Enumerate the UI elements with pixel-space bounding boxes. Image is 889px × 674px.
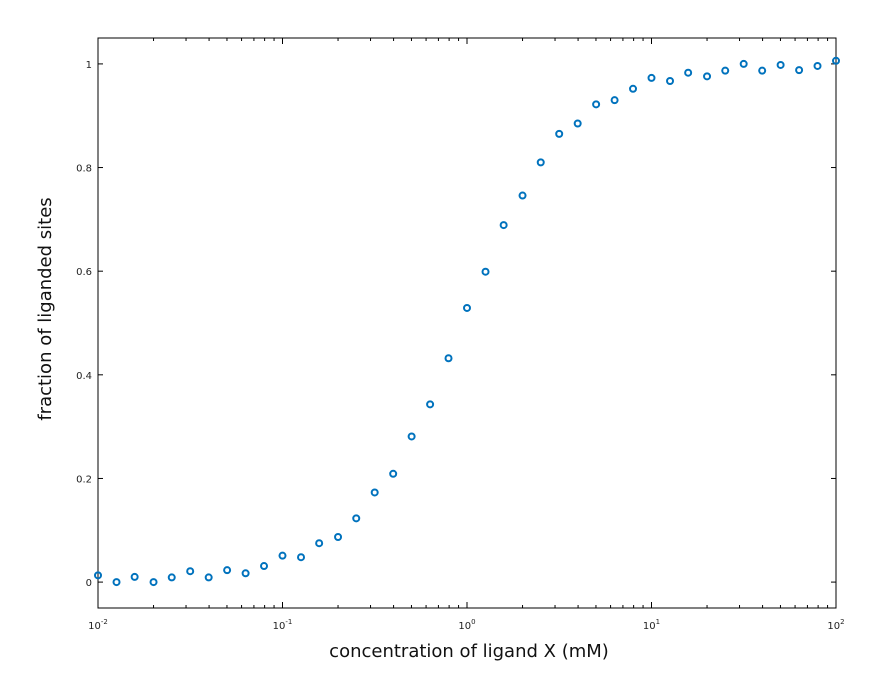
plot-area	[97, 37, 837, 609]
data-point	[555, 129, 564, 138]
data-point	[776, 60, 785, 69]
y-tick-label: 0	[86, 578, 92, 589]
x-tick-label: 10-2	[88, 618, 108, 632]
data-point	[297, 553, 306, 562]
data-point	[832, 56, 840, 65]
x-tick-base: 10	[827, 621, 840, 632]
data-point	[573, 119, 582, 128]
x-tick-label: 102	[827, 618, 844, 632]
data-point	[536, 158, 545, 167]
data-point	[167, 573, 176, 582]
data-point	[463, 303, 471, 312]
data-point	[758, 66, 767, 75]
data-point	[130, 572, 139, 581]
data-point	[278, 551, 287, 560]
x-tick-base: 10	[273, 621, 286, 632]
data-point	[315, 539, 324, 548]
x-axis-title: concentration of ligand X (mM)	[329, 641, 609, 662]
data-point	[444, 354, 453, 363]
x-tick-label: 101	[643, 618, 660, 632]
y-tick-label: 1	[86, 60, 92, 71]
x-tick-exponent: 0	[471, 618, 475, 626]
data-points	[94, 56, 840, 587]
x-tick-exponent: 2	[840, 618, 844, 626]
data-point	[370, 488, 379, 497]
x-tick-exponent: -1	[285, 618, 292, 626]
data-point	[149, 578, 158, 587]
y-tick-label: 0.4	[76, 371, 92, 382]
x-tick-exponent: 1	[656, 618, 660, 626]
y-tick-label: 0.6	[76, 267, 92, 278]
data-point	[112, 578, 121, 587]
x-tick-base: 10	[643, 621, 656, 632]
data-point	[334, 533, 343, 542]
data-point	[260, 562, 269, 571]
data-point	[481, 267, 490, 276]
data-point	[795, 66, 804, 75]
data-point	[426, 400, 435, 409]
data-point	[739, 59, 748, 68]
x-tick-label: 10-1	[273, 618, 293, 632]
y-axis-title: fraction of liganded sites	[35, 197, 56, 420]
x-tick-base: 10	[458, 621, 471, 632]
data-point	[223, 566, 232, 575]
data-point	[186, 567, 195, 576]
data-point	[703, 72, 712, 81]
data-point	[610, 96, 619, 105]
x-tick-base: 10	[88, 621, 101, 632]
data-point	[241, 569, 250, 578]
data-point	[813, 61, 822, 70]
data-point	[592, 100, 601, 109]
data-point	[352, 514, 361, 523]
data-point	[389, 469, 398, 478]
data-point	[94, 571, 102, 580]
y-tick-label: 0.2	[76, 474, 92, 485]
data-point	[721, 66, 730, 75]
data-point	[647, 73, 656, 82]
data-point	[407, 432, 416, 441]
x-tick-label: 100	[458, 618, 475, 632]
data-point	[666, 77, 675, 86]
data-point	[518, 191, 527, 200]
data-point	[629, 84, 638, 93]
data-point	[684, 68, 693, 77]
y-tick-label: 0.8	[76, 164, 92, 175]
x-tick-exponent: -2	[101, 618, 108, 626]
data-point	[204, 573, 213, 582]
data-point	[499, 221, 508, 230]
